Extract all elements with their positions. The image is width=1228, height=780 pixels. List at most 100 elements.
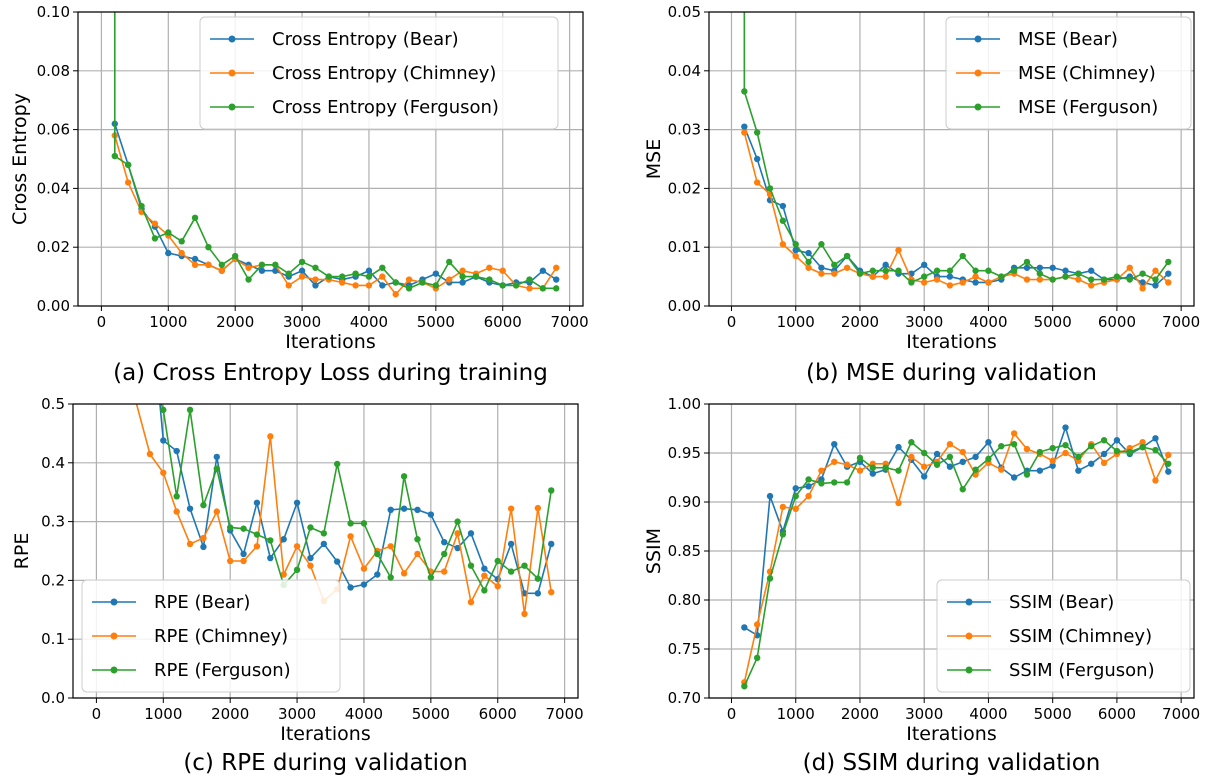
data-point [459, 273, 466, 280]
data-point [1100, 276, 1108, 283]
legend-label: RPE (Bear) [154, 592, 250, 613]
data-point [766, 492, 774, 500]
data-point [1075, 467, 1082, 474]
data-point [405, 276, 413, 283]
x-tick-label: 4000 [350, 313, 388, 331]
data-point [895, 267, 902, 274]
legend-box [81, 579, 341, 693]
legend-swatch-marker [110, 632, 118, 640]
data-point [392, 291, 399, 298]
series-bear [159, 404, 555, 597]
data-point [245, 264, 252, 271]
data-point [1165, 279, 1172, 286]
legend-label: RPE (Chimney) [154, 626, 288, 647]
data-point [432, 282, 440, 289]
data-point [972, 273, 979, 280]
chart-caption: (c) RPE during validation [183, 750, 467, 776]
data-point [908, 439, 915, 446]
x-tick-label: 0 [727, 313, 737, 331]
data-point [553, 285, 560, 292]
data-point [124, 179, 132, 186]
data-point [818, 467, 825, 474]
data-point [1062, 267, 1069, 274]
data-point [205, 244, 212, 251]
data-point [293, 543, 301, 550]
x-tick-label: 2000 [841, 705, 879, 723]
data-point [959, 279, 966, 286]
data-point [779, 241, 787, 248]
x-axis-label: Iterations [280, 723, 371, 745]
x-tick-label: 4000 [345, 705, 383, 723]
data-point [792, 505, 799, 513]
data-point [446, 276, 453, 283]
data-point [805, 492, 812, 500]
data-point [818, 241, 825, 248]
data-point [1023, 445, 1031, 453]
data-point [1049, 276, 1056, 283]
legend-label: SSIM (Chimney) [1009, 626, 1152, 647]
data-point [753, 654, 761, 662]
data-point [895, 499, 902, 507]
data-point [387, 506, 394, 514]
data-point [507, 540, 515, 548]
data-point [548, 487, 555, 494]
data-point [985, 455, 992, 463]
data-point [972, 279, 979, 286]
data-point [946, 440, 954, 448]
data-point [467, 530, 475, 537]
data-point [226, 557, 234, 565]
y-tick-label: 0.08 [37, 62, 70, 80]
data-point [365, 273, 373, 280]
data-point [539, 285, 547, 292]
data-point [1113, 273, 1121, 280]
data-point [818, 480, 825, 487]
data-point [365, 267, 373, 274]
data-point [946, 453, 954, 461]
data-point [548, 588, 555, 596]
data-point [427, 511, 435, 518]
x-tick-label: 7000 [546, 705, 584, 723]
data-point [454, 544, 461, 552]
y-axis-label: SSIM [643, 528, 665, 574]
legend-label: MSE (Ferguson) [1018, 97, 1158, 118]
y-tick-label: 0.01 [668, 238, 701, 256]
data-point [379, 264, 386, 271]
data-point [325, 273, 333, 280]
data-point [805, 249, 812, 257]
data-point [374, 550, 381, 558]
data-point [285, 282, 292, 289]
data-point [869, 273, 877, 280]
data-point [959, 486, 966, 493]
y-tick-label: 0.95 [668, 444, 701, 462]
data-point [843, 479, 851, 486]
x-tick-label: 7000 [1162, 705, 1200, 723]
data-point [441, 568, 448, 575]
data-point [831, 270, 838, 277]
data-point [753, 155, 761, 163]
data-point [481, 572, 488, 579]
data-point [186, 540, 194, 548]
data-point [1049, 457, 1056, 465]
data-point [779, 202, 787, 210]
data-point [1152, 276, 1159, 283]
plot-area [741, 424, 1172, 690]
x-tick-label: 6000 [1098, 313, 1136, 331]
data-point [741, 129, 748, 136]
data-point [548, 540, 555, 548]
data-point [946, 282, 954, 289]
legend-swatch-marker [974, 103, 982, 111]
x-tick-label: 1000 [777, 313, 815, 331]
chart-panel-3: 0 1000 2000 3000 4000 5000 6000 7000 0.0 0.1 0.2 0.… [11, 395, 584, 776]
data-point [312, 282, 319, 289]
data-point [882, 273, 889, 280]
y-tick-label: 0.02 [37, 238, 70, 256]
legend-swatch-marker [110, 666, 118, 674]
data-point [414, 536, 421, 543]
data-point [1049, 462, 1056, 469]
data-point [1139, 443, 1146, 451]
data-point [521, 562, 528, 569]
data-point [352, 270, 359, 277]
data-point [280, 571, 287, 578]
data-point [920, 273, 928, 280]
x-tick-label: 0 [727, 705, 737, 723]
